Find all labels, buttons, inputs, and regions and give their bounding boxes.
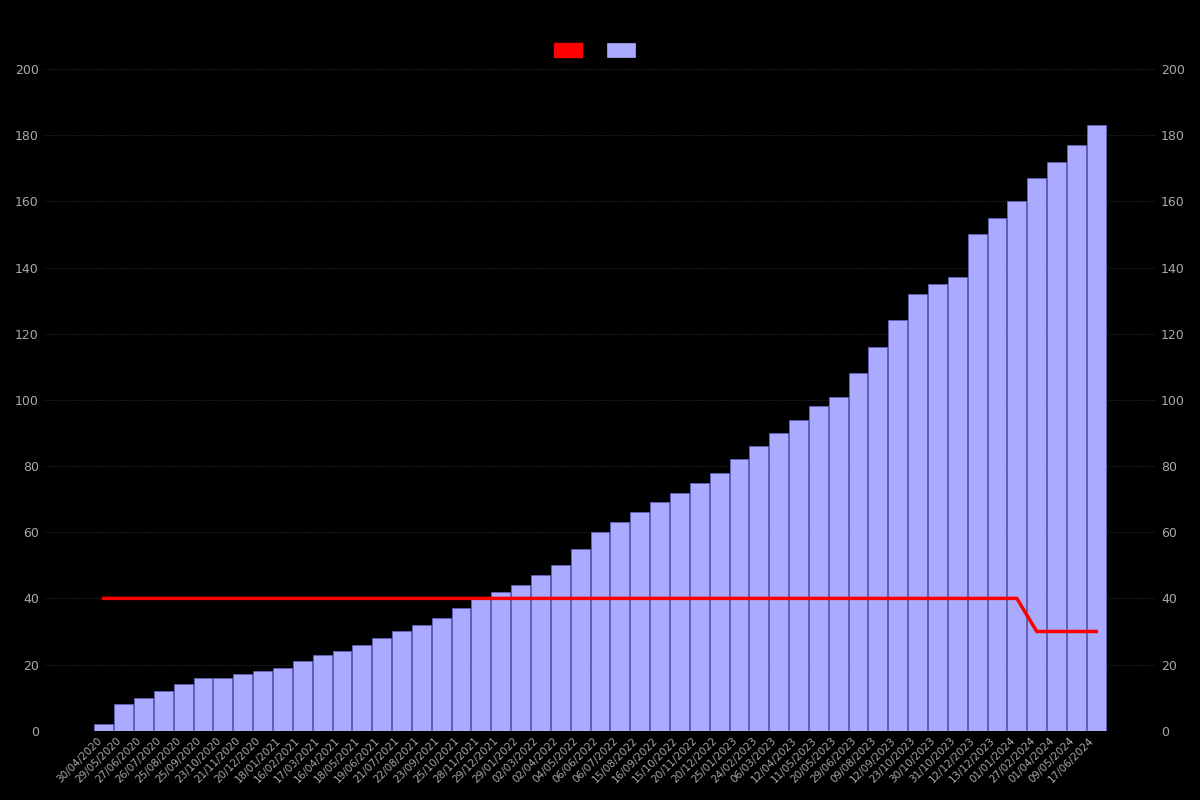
Bar	[730, 459, 749, 730]
Bar	[928, 284, 947, 730]
Bar	[630, 512, 649, 730]
Bar	[451, 608, 470, 730]
Bar	[888, 321, 907, 730]
Bar	[134, 698, 152, 730]
Bar	[272, 668, 292, 730]
Bar	[571, 549, 589, 730]
Bar	[848, 374, 868, 730]
Bar	[1067, 145, 1086, 730]
Bar	[908, 294, 928, 730]
Bar	[293, 662, 312, 730]
Bar	[193, 678, 212, 730]
Bar	[313, 654, 331, 730]
Bar	[829, 397, 847, 730]
Bar	[491, 592, 510, 730]
Legend: , : ,	[547, 36, 653, 65]
Bar	[214, 678, 233, 730]
Bar	[432, 618, 451, 730]
Bar	[1027, 178, 1046, 730]
Bar	[253, 671, 272, 730]
Bar	[670, 493, 689, 730]
Bar	[332, 651, 352, 730]
Bar	[392, 631, 410, 730]
Bar	[174, 685, 192, 730]
Bar	[790, 420, 808, 730]
Bar	[650, 502, 668, 730]
Bar	[353, 645, 371, 730]
Bar	[233, 674, 252, 730]
Bar	[551, 566, 570, 730]
Bar	[154, 691, 173, 730]
Bar	[590, 532, 610, 730]
Bar	[372, 638, 391, 730]
Bar	[988, 218, 1007, 730]
Bar	[967, 234, 986, 730]
Bar	[511, 585, 530, 730]
Bar	[1008, 202, 1026, 730]
Bar	[1048, 162, 1066, 730]
Bar	[95, 724, 113, 730]
Bar	[749, 446, 768, 730]
Bar	[472, 598, 491, 730]
Bar	[1087, 126, 1105, 730]
Bar	[532, 575, 550, 730]
Bar	[948, 278, 967, 730]
Bar	[769, 433, 788, 730]
Bar	[611, 522, 629, 730]
Bar	[690, 482, 709, 730]
Bar	[709, 473, 728, 730]
Bar	[869, 347, 887, 730]
Bar	[809, 406, 828, 730]
Bar	[114, 704, 133, 730]
Bar	[412, 625, 431, 730]
